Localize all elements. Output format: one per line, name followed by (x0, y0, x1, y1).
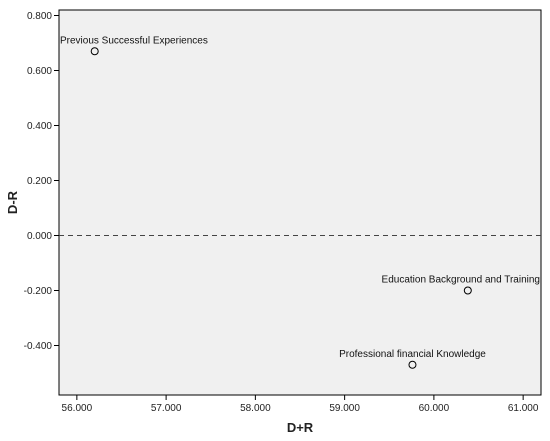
x-tick-label: 56.000 (62, 403, 93, 414)
x-tick-label: 58.000 (240, 403, 271, 414)
y-tick-label: 0.200 (27, 176, 52, 187)
x-tick-label: 60.000 (419, 403, 450, 414)
data-point (90, 47, 99, 56)
x-tick-label: 57.000 (151, 403, 182, 414)
x-axis-title: D+R (287, 420, 314, 435)
y-tick-label: 0.600 (27, 66, 52, 77)
data-point-label: Education Background and Training (382, 275, 540, 286)
y-tick-label: 0.000 (27, 231, 52, 242)
data-point-label: Previous Successful Experiences (60, 35, 208, 46)
y-axis-title: D-R (5, 190, 20, 214)
y-tick-label: 0.800 (27, 11, 52, 22)
data-point-label: Professional financial Knowledge (339, 349, 486, 360)
points-layer: Previous Successful Experiences Education… (60, 35, 540, 369)
y-tick-label: -0.400 (24, 341, 53, 352)
x-tick-label: 59.000 (329, 403, 360, 414)
data-point (408, 360, 417, 369)
ticks-layer: 56.000 57.000 58.000 59.000 60.000 61.000 0.80… (24, 11, 539, 414)
y-tick-label: 0.400 (27, 121, 52, 132)
plot-area (58, 9, 542, 396)
x-tick-label: 61.000 (508, 403, 539, 414)
data-point (463, 286, 472, 295)
y-tick-label: -0.200 (24, 286, 53, 297)
